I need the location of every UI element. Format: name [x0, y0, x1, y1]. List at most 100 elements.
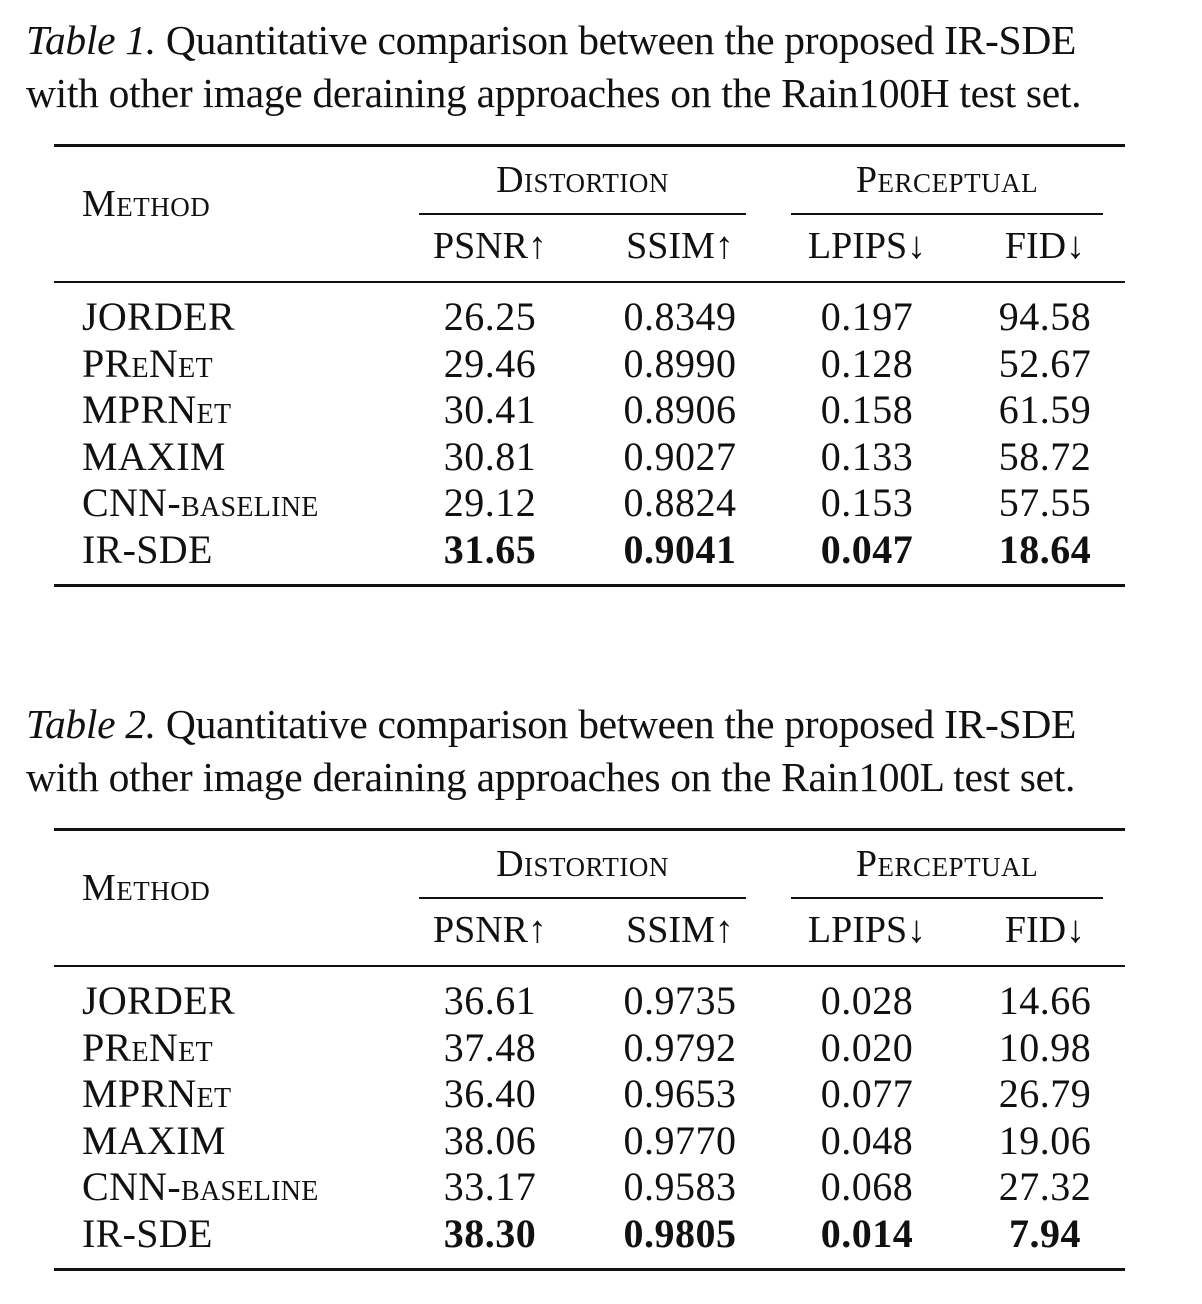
perceptual-rule [791, 213, 1103, 215]
caption-label: Table 2. [26, 701, 156, 747]
table-body: JORDER 36.61 0.9735 0.028 14.66 PReNet 3… [54, 978, 1125, 1257]
header-fid: FID↓ [1004, 225, 1086, 267]
method-name: MPRNet [82, 1071, 232, 1116]
method-name: CNN-baseline [82, 480, 319, 525]
psnr-value: 38.06 [443, 1117, 537, 1163]
fid-value: 27.32 [998, 1164, 1092, 1209]
table-row: JORDER 26.25 0.8349 0.197 94.58 [54, 294, 1125, 341]
table-row-best: IR-SDE 38.30 0.9805 0.014 7.94 [54, 1211, 1125, 1258]
ssim-value: 0.9041 [623, 526, 737, 572]
ssim-value: 0.8824 [623, 480, 737, 525]
ssim-value: 0.8906 [623, 387, 737, 432]
header-psnr: PSNR↑ [432, 225, 548, 267]
psnr-value: 29.46 [443, 340, 537, 386]
method-name: JORDER [82, 294, 235, 339]
lpips-value: 0.077 [820, 1071, 914, 1116]
table-body: JORDER 26.25 0.8349 0.197 94.58 PReNet 2… [54, 294, 1125, 573]
distortion-rule [419, 213, 746, 215]
header-lpips: LPIPS↓ [807, 225, 927, 267]
lpips-value: 0.197 [820, 294, 914, 339]
header-distortion: Distortion [496, 843, 669, 885]
lpips-value: 0.153 [820, 480, 914, 525]
caption-text: Quantitative comparison between the prop… [155, 701, 1077, 747]
table-row: MPRNet 30.41 0.8906 0.158 61.59 [54, 387, 1125, 434]
lpips-value: 0.133 [820, 433, 914, 479]
header-ssim: SSIM↑ [626, 225, 734, 267]
ssim-value: 0.9583 [623, 1164, 737, 1209]
lpips-value: 0.048 [820, 1117, 914, 1163]
psnr-value: 38.30 [443, 1210, 537, 1256]
ssim-value: 0.9805 [623, 1210, 737, 1256]
method-name: PReNet [82, 340, 213, 386]
method-name: MPRNet [82, 387, 232, 432]
fid-value: 10.98 [998, 1024, 1092, 1070]
psnr-value: 30.81 [443, 433, 537, 479]
method-name: MAXIM [82, 433, 226, 479]
ssim-value: 0.9027 [623, 433, 737, 479]
lpips-value: 0.014 [820, 1210, 914, 1256]
bottom-rule [54, 584, 1125, 587]
psnr-value: 36.61 [443, 978, 537, 1023]
results-table: Method Distortion Perceptual PSNR↑ SSIM↑… [54, 144, 1125, 588]
fid-value: 18.64 [998, 526, 1092, 572]
fid-value: 94.58 [998, 294, 1092, 339]
caption-text-line2: with other image deraining approaches on… [26, 70, 1082, 116]
fid-value: 7.94 [1009, 1210, 1081, 1256]
fid-value: 57.55 [998, 480, 1092, 525]
method-name: MAXIM [82, 1117, 226, 1163]
ssim-value: 0.9770 [623, 1117, 737, 1163]
header-fid: FID↓ [1004, 909, 1086, 951]
lpips-value: 0.158 [820, 387, 914, 432]
fid-value: 19.06 [998, 1117, 1092, 1163]
fid-value: 14.66 [998, 978, 1092, 1023]
psnr-value: 37.48 [443, 1024, 537, 1070]
fid-value: 58.72 [998, 433, 1092, 479]
header-lpips: LPIPS↓ [807, 909, 927, 951]
method-name: JORDER [82, 978, 235, 1023]
results-table: Method Distortion Perceptual PSNR↑ SSIM↑… [54, 828, 1125, 1272]
table-row: MAXIM 38.06 0.9770 0.048 19.06 [54, 1118, 1125, 1165]
ssim-value: 0.9735 [623, 978, 737, 1023]
table-row: PReNet 37.48 0.9792 0.020 10.98 [54, 1025, 1125, 1072]
header-distortion: Distortion [496, 159, 669, 201]
method-name: IR-SDE [82, 1210, 213, 1256]
psnr-value: 29.12 [443, 480, 537, 525]
table-caption: Table 2. Quantitative comparison between… [26, 698, 1176, 804]
table-row: CNN-baseline 29.12 0.8824 0.153 57.55 [54, 480, 1125, 527]
table-row-best: IR-SDE 31.65 0.9041 0.047 18.64 [54, 527, 1125, 574]
header-method: Method [82, 183, 211, 225]
fid-value: 26.79 [998, 1071, 1092, 1116]
ssim-value: 0.9653 [623, 1071, 737, 1116]
table-row: CNN-baseline 33.17 0.9583 0.068 27.32 [54, 1164, 1125, 1211]
header-perceptual: Perceptual [855, 159, 1039, 201]
method-name: CNN-baseline [82, 1164, 319, 1209]
caption-label: Table 1. [26, 17, 156, 63]
caption-text-line2: with other image deraining approaches on… [26, 754, 1076, 800]
header-perceptual: Perceptual [855, 843, 1039, 885]
top-rule [54, 144, 1125, 147]
header-method: Method [82, 867, 211, 909]
psnr-value: 36.40 [443, 1071, 537, 1116]
ssim-value: 0.8990 [623, 340, 737, 386]
distortion-rule [419, 897, 746, 899]
lpips-value: 0.028 [820, 978, 914, 1023]
lpips-value: 0.128 [820, 340, 914, 386]
header-rule [54, 281, 1125, 283]
header-ssim: SSIM↑ [626, 909, 734, 951]
top-rule [54, 828, 1125, 831]
psnr-value: 30.41 [443, 387, 537, 432]
ssim-value: 0.9792 [623, 1024, 737, 1070]
perceptual-rule [791, 897, 1103, 899]
method-name: PReNet [82, 1024, 213, 1070]
bottom-rule [54, 1268, 1125, 1271]
lpips-value: 0.020 [820, 1024, 914, 1070]
table-caption: Table 1. Quantitative comparison between… [26, 14, 1176, 120]
psnr-value: 33.17 [443, 1164, 537, 1209]
ssim-value: 0.8349 [623, 294, 737, 339]
table-row: MAXIM 30.81 0.9027 0.133 58.72 [54, 434, 1125, 481]
table-row: PReNet 29.46 0.8990 0.128 52.67 [54, 341, 1125, 388]
lpips-value: 0.068 [820, 1164, 914, 1209]
caption-text: Quantitative comparison between the prop… [155, 17, 1077, 63]
table-row: MPRNet 36.40 0.9653 0.077 26.79 [54, 1071, 1125, 1118]
fid-value: 52.67 [998, 340, 1092, 386]
